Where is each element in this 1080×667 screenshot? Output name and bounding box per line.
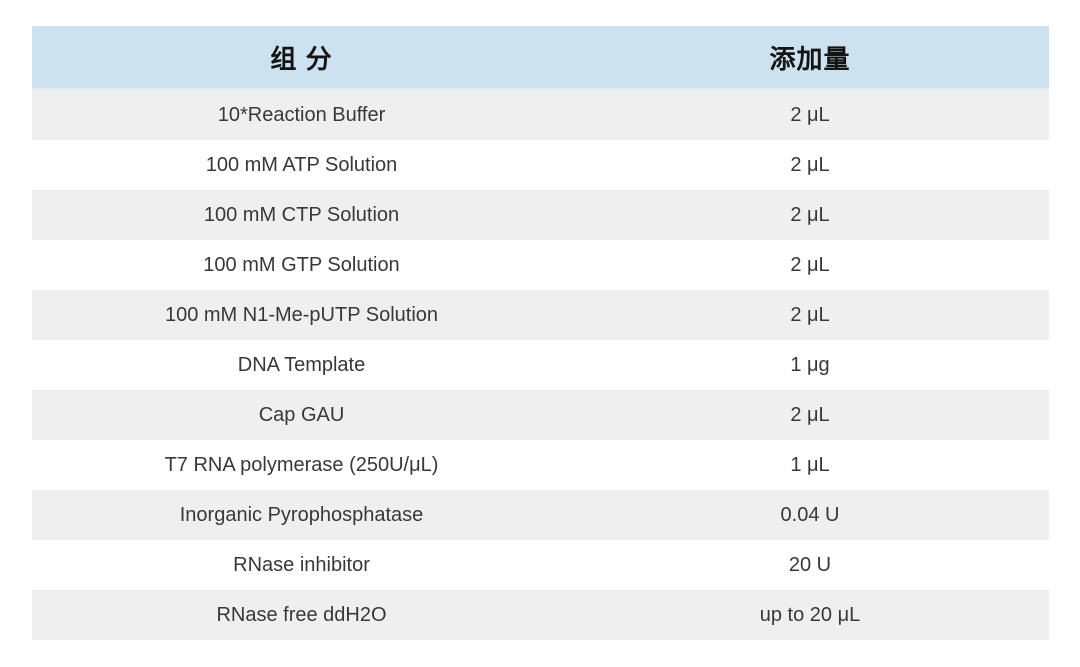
table-row: 100 mM ATP Solution 2 μL (32, 140, 1049, 190)
amount-cell: 1 μg (790, 353, 830, 376)
component-cell: RNase free ddH2O (216, 603, 387, 626)
component-cell: RNase inhibitor (233, 553, 370, 576)
amount-cell: 2 μL (790, 303, 830, 326)
component-cell: 100 mM ATP Solution (205, 153, 398, 176)
header-amount: 添加量 (769, 43, 851, 74)
reagent-table: 组 分 添加量 10*Reaction Buffer 2 μL 100 mM A… (32, 26, 1049, 640)
component-cell: 100 mM N1-Me-pUTP Solution (164, 303, 439, 326)
amount-cell: up to 20 μL (759, 603, 861, 626)
amount-cell: 1 μL (790, 453, 830, 476)
component-cell: 100 mM CTP Solution (203, 203, 400, 226)
amount-cell: 0.04 U (780, 503, 840, 526)
table-row: Cap GAU 2 μL (32, 390, 1049, 440)
table-row: Inorganic Pyrophosphatase 0.04 U (32, 490, 1049, 540)
table-header-row: 组 分 添加量 (32, 26, 1049, 90)
component-cell: 100 mM GTP Solution (203, 253, 400, 276)
amount-cell: 2 μL (790, 153, 830, 176)
table-row: T7 RNA polymerase (250U/μL) 1 μL (32, 440, 1049, 490)
component-cell: 10*Reaction Buffer (217, 103, 386, 126)
amount-cell: 20 U (788, 553, 832, 576)
header-component: 组 分 (270, 43, 333, 74)
amount-cell: 2 μL (790, 403, 830, 426)
table-row: RNase free ddH2O up to 20 μL (32, 590, 1049, 640)
table-row: DNA Template 1 μg (32, 340, 1049, 390)
table-row: 100 mM CTP Solution 2 μL (32, 190, 1049, 240)
amount-cell: 2 μL (790, 203, 830, 226)
component-cell: Inorganic Pyrophosphatase (179, 503, 424, 526)
component-cell: Cap GAU (258, 403, 345, 426)
table-row: 100 mM N1-Me-pUTP Solution 2 μL (32, 290, 1049, 340)
table-row: RNase inhibitor 20 U (32, 540, 1049, 590)
component-cell: T7 RNA polymerase (250U/μL) (164, 453, 439, 476)
component-cell: DNA Template (237, 353, 366, 376)
table-body: 10*Reaction Buffer 2 μL 100 mM ATP Solut… (32, 90, 1049, 640)
table-row: 10*Reaction Buffer 2 μL (32, 90, 1049, 140)
amount-cell: 2 μL (790, 103, 830, 126)
amount-cell: 2 μL (790, 253, 830, 276)
table-row: 100 mM GTP Solution 2 μL (32, 240, 1049, 290)
